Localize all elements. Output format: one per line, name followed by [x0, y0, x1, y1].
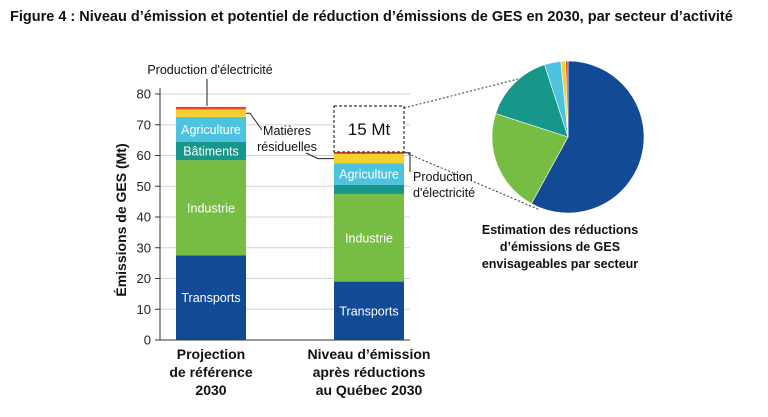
annotation-leader: [404, 152, 411, 172]
bar-segment: [176, 160, 246, 256]
pie-connector: [403, 151, 541, 211]
pie-slice: [495, 64, 569, 138]
y-tick-label: 10: [137, 302, 151, 317]
bar-segment: [176, 117, 246, 142]
bar-segment-label: Industrie: [345, 231, 393, 245]
category-label: 2030: [195, 382, 226, 398]
bar-segment: [334, 184, 404, 194]
pie-caption: Estimation des réductions: [482, 223, 638, 237]
figure-title: Figure 4 : Niveau d’émission et potentie…: [10, 9, 733, 25]
bar-segment: [176, 109, 246, 118]
pie-slice: [565, 60, 569, 138]
y-tick-label: 80: [137, 87, 151, 102]
annotation-production-electricite: d'électricité: [413, 186, 475, 200]
pie-caption: envisageables par secteur: [482, 257, 638, 271]
bar-segment-label: Agriculture: [181, 123, 241, 137]
annotation-production-electricite: Production: [413, 170, 473, 184]
pie-slice: [530, 60, 645, 214]
category-label: Projection: [177, 346, 245, 362]
annotation-leader: [305, 152, 334, 160]
y-axis-title: Émissions de GES (Mt): [113, 143, 129, 296]
pie-connector: [403, 77, 523, 109]
annotation-production-electricite: Production d'électricité: [147, 63, 272, 77]
bar-segment: [334, 151, 404, 154]
category-label: de référence: [169, 364, 252, 380]
bar-segment: [176, 106, 246, 110]
y-tick-label: 20: [137, 271, 151, 286]
annotation-matieres-residuelles: résiduelles: [257, 140, 317, 154]
annotation-matieres-residuelles: Matières: [263, 124, 311, 138]
bar-segment-label: Agriculture: [339, 167, 399, 181]
y-tick-label: 50: [137, 179, 151, 194]
y-tick-label: 70: [137, 117, 151, 132]
category-label: Niveau d’émission: [308, 346, 431, 362]
reduction-box-label: 15 Mt: [348, 120, 391, 139]
category-label: après réductions: [313, 364, 426, 380]
annotation-leader: [246, 112, 263, 131]
category-label: au Québec 2030: [316, 382, 423, 398]
reduction-box: [333, 105, 405, 153]
y-tick-label: 60: [137, 148, 151, 163]
bar-segment: [334, 163, 404, 185]
bar-segment: [334, 281, 404, 340]
y-tick-label: 0: [144, 333, 151, 348]
y-tick-label: 30: [137, 240, 151, 255]
bar-segment-label: Transports: [339, 304, 398, 318]
bar-segment: [176, 141, 246, 161]
pie-slice: [491, 113, 569, 205]
bar-segment-label: Bâtiments: [183, 144, 239, 158]
bar-segment: [176, 255, 246, 340]
y-tick-label: 40: [137, 210, 151, 225]
bar-segment: [334, 153, 404, 164]
pie-caption: d’émissions de GES: [500, 240, 620, 254]
bar-segment-label: Industrie: [187, 201, 235, 215]
bar-segment-label: Transports: [181, 291, 240, 305]
bar-segment: [334, 193, 404, 282]
